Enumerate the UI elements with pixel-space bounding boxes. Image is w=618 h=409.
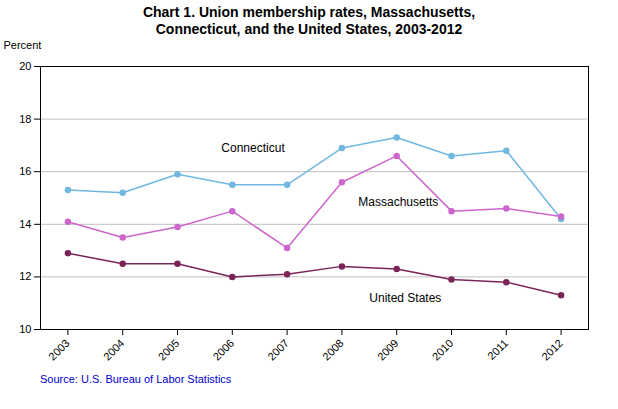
svg-text:Massachusetts: Massachusetts: [358, 195, 438, 209]
svg-text:2003: 2003: [46, 337, 72, 363]
html-text:Chart 1. Union membership rate: Chart 1. Union membership rates, Massach…: [142, 4, 476, 37]
svg-text:16: 16: [19, 165, 31, 177]
svg-text:2012: 2012: [539, 337, 565, 363]
svg-text:12: 12: [19, 270, 31, 282]
svg-text:14: 14: [19, 218, 31, 230]
svg-text:Percent: Percent: [4, 39, 42, 51]
svg-text:20: 20: [19, 60, 31, 72]
svg-text:2006: 2006: [210, 337, 236, 363]
svg-text:2004: 2004: [101, 337, 127, 363]
svg-text:2007: 2007: [265, 337, 291, 363]
svg-text:2009: 2009: [375, 337, 401, 363]
svg-text:2010: 2010: [430, 337, 456, 363]
html-text:Source: U.S. Bureau of Labor S: Source: U.S. Bureau of Labor Statistics: [40, 373, 232, 385]
svg-text:Connecticut: Connecticut: [221, 141, 285, 155]
svg-text:18: 18: [19, 113, 31, 125]
svg-text:2011: 2011: [485, 337, 510, 362]
svg-text:10: 10: [19, 323, 31, 335]
svg-text:2005: 2005: [156, 337, 182, 363]
svg-text:2008: 2008: [320, 337, 346, 363]
svg-text:United States: United States: [369, 291, 441, 305]
